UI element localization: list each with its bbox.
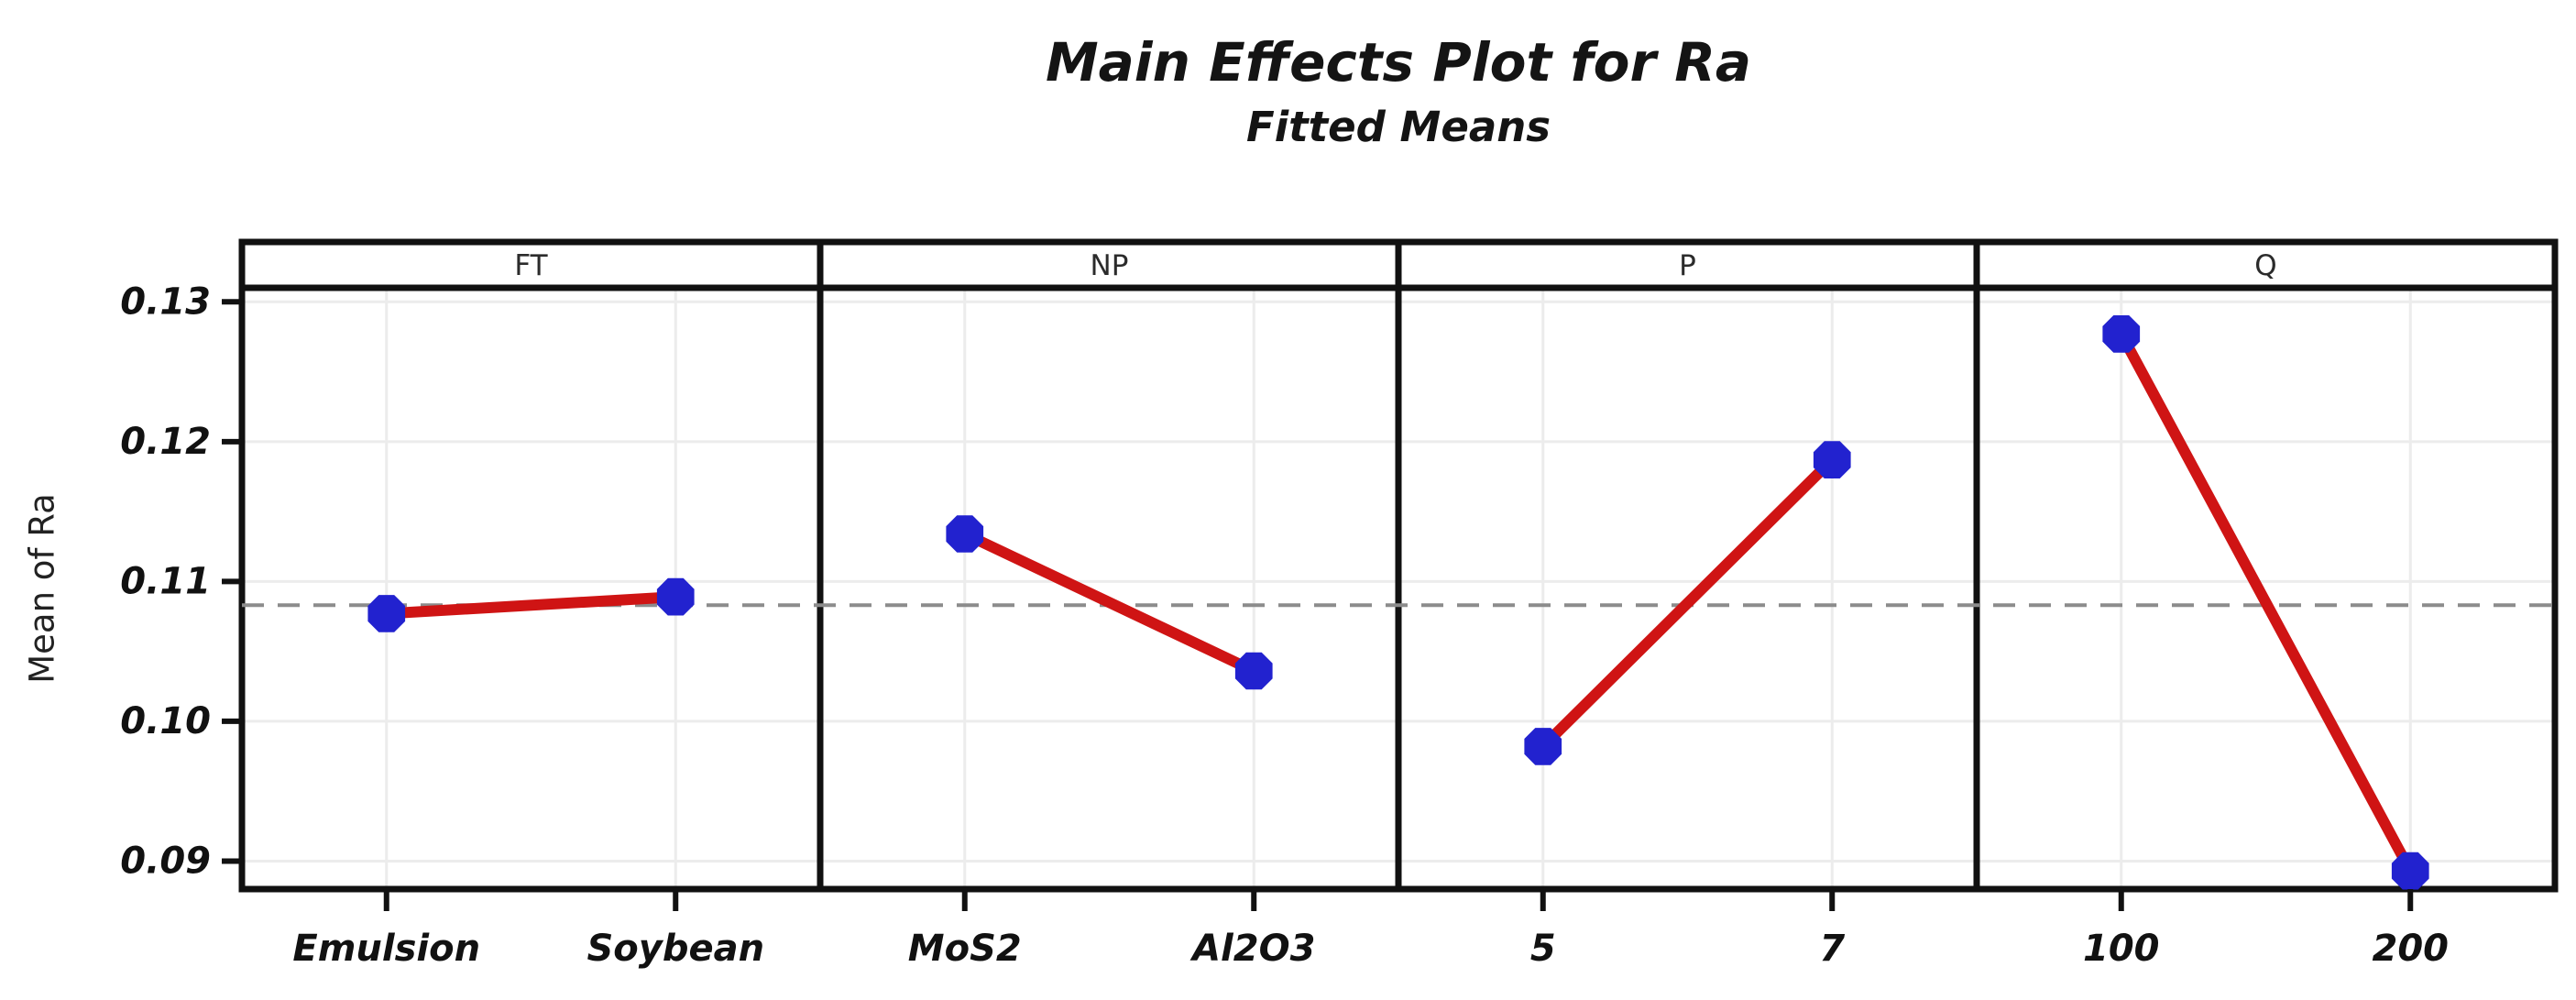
panel-header-label: NP (1091, 249, 1129, 282)
y-tick-label: 0.12 (120, 421, 211, 463)
x-tick-label: MoS2 (908, 928, 1022, 970)
data-point-marker (2102, 315, 2141, 353)
data-point-marker (656, 577, 695, 616)
data-point-marker (946, 515, 984, 553)
series-line (2115, 328, 2417, 877)
x-tick-label: 100 (2083, 928, 2160, 970)
data-point-marker (367, 595, 406, 632)
panel-header-label: P (1679, 249, 1696, 282)
y-tick-label: 0.11 (120, 560, 211, 602)
x-tick-label: Soybean (586, 928, 764, 970)
data-point-marker (2391, 852, 2429, 890)
data-point-marker (1234, 652, 1273, 690)
y-tick-label: 0.13 (120, 280, 211, 323)
series-line (1537, 454, 1838, 753)
x-tick-label: Al2O3 (1189, 928, 1315, 970)
chart-subtitle: Fitted Means (1245, 103, 1551, 151)
x-tick-label: 7 (1819, 928, 1845, 970)
series-line (959, 528, 1260, 677)
plot-frame (238, 238, 2559, 893)
series-line (380, 591, 682, 620)
data-point-marker (1813, 441, 1851, 478)
panel-header-label: FT (514, 249, 548, 282)
data-point-marker (1524, 728, 1562, 765)
x-tick-label: 200 (2373, 928, 2450, 970)
y-tick-label: 0.09 (120, 840, 211, 882)
chart-title: Main Effects Plot for Ra (1045, 31, 1752, 93)
panel-header-label: Q (2254, 249, 2276, 282)
y-tick-label: 0.10 (120, 700, 211, 742)
x-tick-label: Emulsion (292, 928, 480, 970)
x-tick-label: 5 (1530, 928, 1556, 970)
